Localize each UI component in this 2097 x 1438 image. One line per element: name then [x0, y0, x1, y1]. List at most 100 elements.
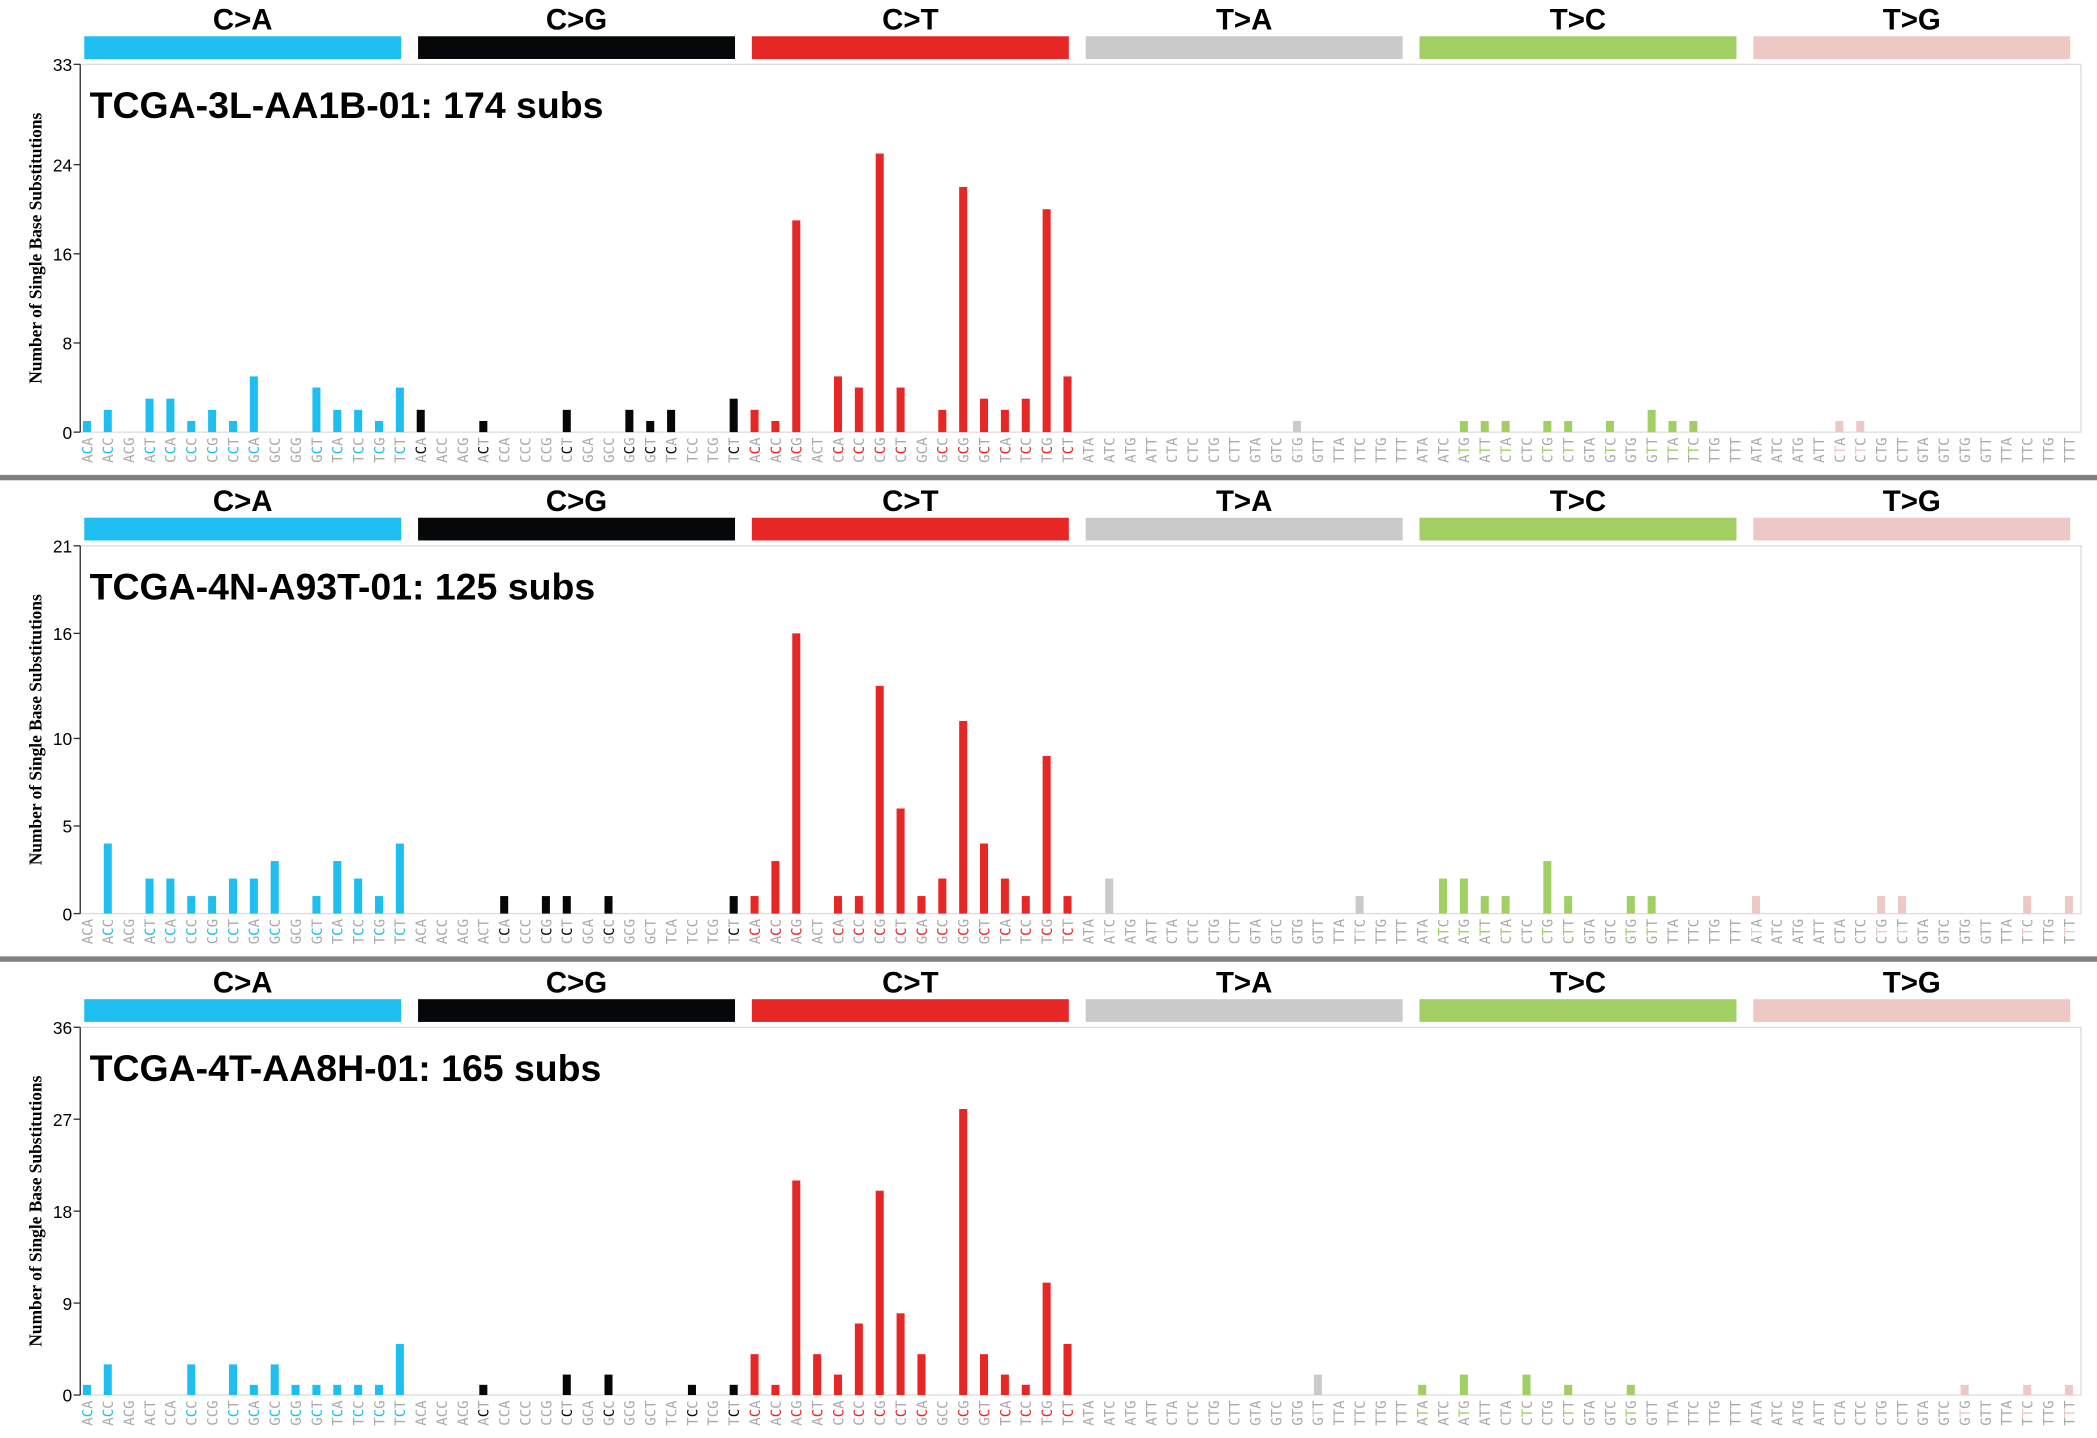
x-tick-label: GCT: [310, 918, 326, 944]
x-tick-label: CTT: [1895, 1400, 1911, 1426]
x-tick-label: TCT: [1061, 918, 1077, 944]
bar: [1063, 1343, 1072, 1396]
x-tick-label: CCC: [852, 1400, 868, 1425]
bar: [395, 387, 404, 433]
x-tick-label: CTT: [1228, 437, 1244, 463]
x-tick-label: GTG: [1290, 437, 1306, 462]
y-tick-label: 10: [53, 729, 72, 749]
x-tick-label: TCG: [372, 437, 388, 462]
x-tick-label: ACT: [477, 1400, 493, 1426]
x-tick-label: CCG: [539, 1400, 555, 1425]
x-tick-label: ATG: [1457, 919, 1473, 944]
x-tick-label: GCC: [602, 437, 618, 462]
x-tick-label: GCC: [602, 919, 618, 944]
x-tick-label: ATA: [1749, 918, 1765, 944]
x-tick-label: CTC: [1520, 919, 1536, 944]
x-tick-label: CTC: [1854, 919, 1870, 944]
x-tick-label: TTT: [1728, 918, 1744, 944]
x-tick-label: GCA: [581, 1400, 597, 1426]
x-tick-label: GTA: [1916, 437, 1932, 463]
bar: [333, 861, 342, 914]
bar: [729, 896, 738, 914]
class-band: [1085, 36, 1403, 60]
bar: [249, 1384, 258, 1396]
y-tick-label: 21: [53, 536, 72, 556]
x-tick-label: GCG: [289, 919, 305, 944]
x-tick-label: GTT: [1645, 437, 1661, 463]
x-tick-label: ATT: [1478, 918, 1494, 944]
x-tick-label: GTC: [1603, 1400, 1619, 1425]
x-tick-label: GCA: [581, 437, 597, 463]
bar: [854, 1323, 863, 1396]
x-tick-label: TCC: [685, 919, 701, 944]
bar: [312, 387, 321, 433]
y-axis-label: Number of Single Base Substitutions: [26, 1075, 45, 1346]
x-tick-label: CCA: [831, 437, 847, 463]
class-label: C>G: [546, 4, 607, 37]
class-band: [84, 517, 402, 541]
class-label: C>T: [882, 966, 938, 999]
x-tick-label: ATT: [1144, 1400, 1160, 1426]
x-tick-label: GCA: [581, 918, 597, 944]
bar: [917, 1354, 926, 1396]
class-label: C>G: [546, 966, 607, 999]
bar: [1000, 878, 1009, 914]
x-tick-label: CCC: [518, 437, 534, 462]
x-tick-label: TTC: [1353, 919, 1369, 944]
bar: [562, 1374, 571, 1396]
bar: [1459, 420, 1468, 433]
x-tick-label: TCG: [706, 919, 722, 944]
bar: [1960, 1384, 1969, 1396]
x-tick-label: TCT: [393, 1400, 409, 1426]
x-tick-label: ACG: [790, 919, 806, 944]
x-tick-label: GCT: [644, 437, 660, 463]
x-tick-label: GCA: [247, 437, 263, 463]
x-tick-label: GTA: [1249, 918, 1265, 944]
x-tick-label: TTA: [2000, 1400, 2016, 1426]
x-tick-label: TTA: [1332, 918, 1348, 944]
x-tick-label: CTG: [1874, 437, 1890, 462]
x-tick-label: CCG: [539, 919, 555, 944]
x-tick-label: TCT: [1061, 437, 1077, 463]
bar: [1605, 420, 1614, 433]
bar: [896, 1313, 905, 1396]
x-tick-label: GCT: [977, 918, 993, 944]
x-tick-label: TTC: [2021, 437, 2037, 462]
x-tick-label: GCC: [936, 919, 952, 944]
x-tick-label: CCC: [518, 919, 534, 944]
bar: [980, 843, 989, 914]
x-tick-label: GTC: [1937, 919, 1953, 944]
y-tick-label: 18: [53, 1202, 72, 1222]
x-tick-label: ACG: [790, 1400, 806, 1425]
x-tick-label: ACA: [414, 437, 430, 463]
x-tick-label: TCG: [1040, 437, 1056, 462]
x-tick-label: CCT: [894, 437, 910, 463]
x-tick-label: GTA: [1249, 437, 1265, 463]
x-tick-label: CTT: [1228, 1400, 1244, 1426]
bar: [333, 1384, 342, 1396]
x-tick-label: GTC: [1603, 437, 1619, 462]
class-band: [1085, 999, 1403, 1022]
x-tick-label: GCA: [915, 1400, 931, 1426]
bar: [1355, 896, 1364, 914]
x-tick-label: TCT: [727, 437, 743, 463]
class-band: [1753, 999, 2071, 1022]
y-axis-label: Number of Single Base Substitutions: [26, 594, 45, 865]
x-tick-label: TTG: [1374, 1400, 1390, 1425]
x-tick-label: CTC: [1186, 919, 1202, 944]
bar: [500, 896, 509, 914]
x-tick-label: ACC: [101, 1400, 117, 1425]
class-band: [1419, 36, 1737, 60]
x-tick-label: ACT: [810, 437, 826, 463]
class-band: [1753, 517, 2071, 541]
x-tick-label: ATG: [1791, 919, 1807, 944]
bar: [1564, 1384, 1573, 1396]
bar: [479, 1384, 488, 1396]
y-tick-label: 16: [53, 624, 72, 644]
x-tick-label: CTC: [1854, 437, 1870, 462]
y-tick-label: 36: [53, 1018, 72, 1038]
x-tick-label: ACG: [122, 1400, 138, 1425]
x-tick-label: GCG: [623, 437, 639, 462]
x-tick-label: ACA: [80, 437, 96, 463]
